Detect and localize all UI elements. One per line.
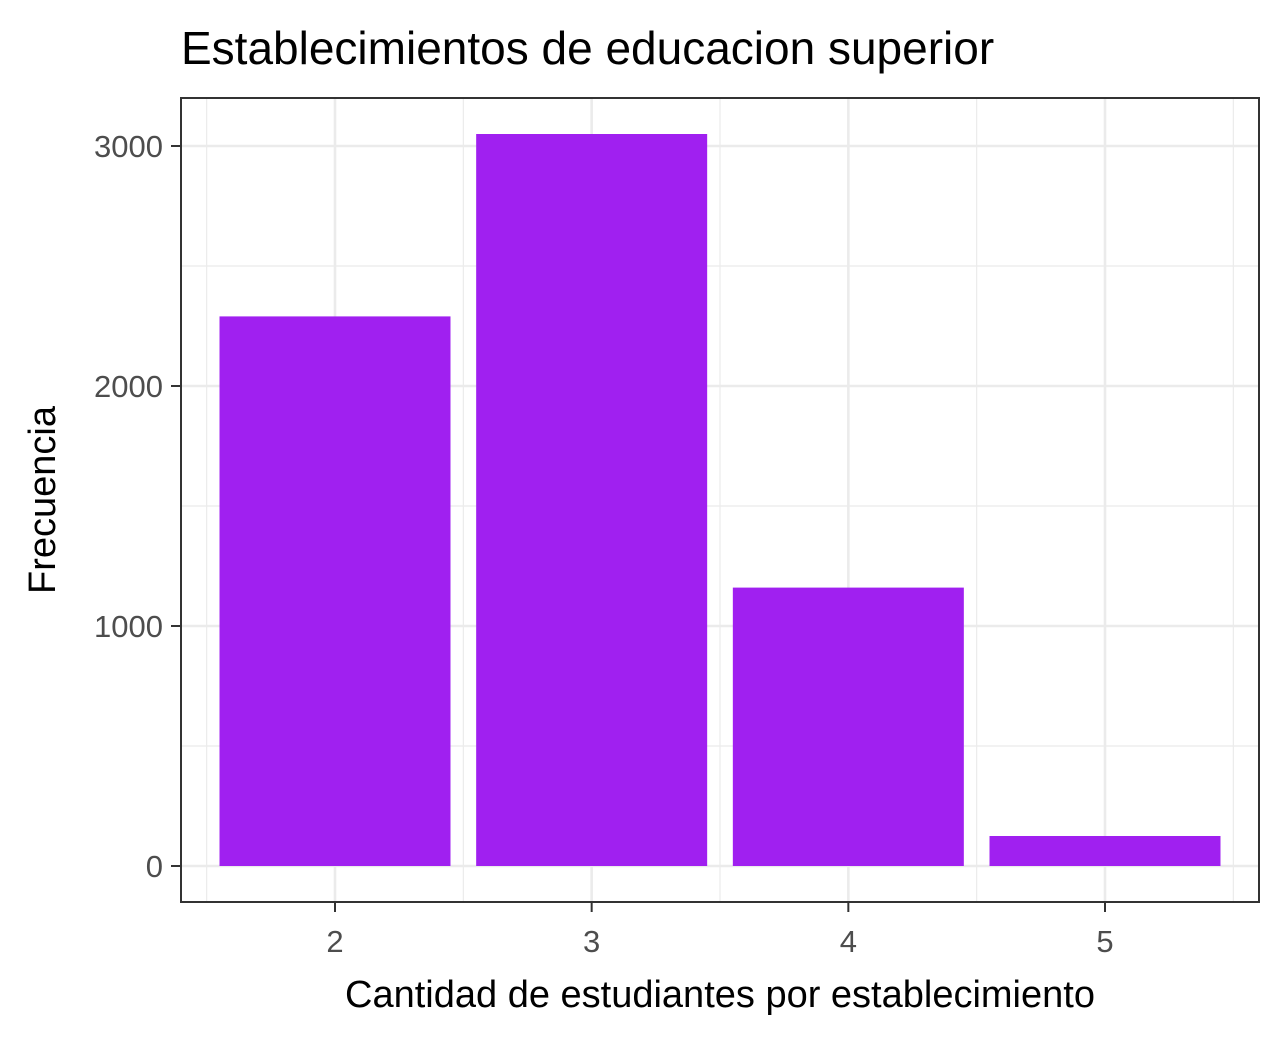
y-tick-label: 0 [146,849,163,884]
bar-4 [732,587,964,866]
x-tick-label: 2 [326,924,343,959]
x-tick-label: 3 [583,924,600,959]
x-axis-label: Cantidad de estudiantes por establecimie… [345,974,1095,1016]
x-axis-ticks: 2 3 4 5 [326,902,1114,959]
x-tick-label: 4 [840,924,857,959]
y-tick-label: 2000 [94,369,163,404]
y-tick-label: 1000 [94,609,163,644]
y-axis-label: Frecuencia [22,405,64,594]
x-tick-label: 5 [1096,924,1113,959]
y-tick-label: 3000 [94,129,163,164]
bar-2 [219,316,451,866]
panel-border [180,97,1260,903]
chart-title: Establecimientos de educacion superior [181,22,994,74]
bars [219,134,1221,866]
y-axis-ticks: 0 1000 2000 3000 [94,129,181,884]
bar-3 [476,134,708,866]
bar-5 [989,836,1221,866]
